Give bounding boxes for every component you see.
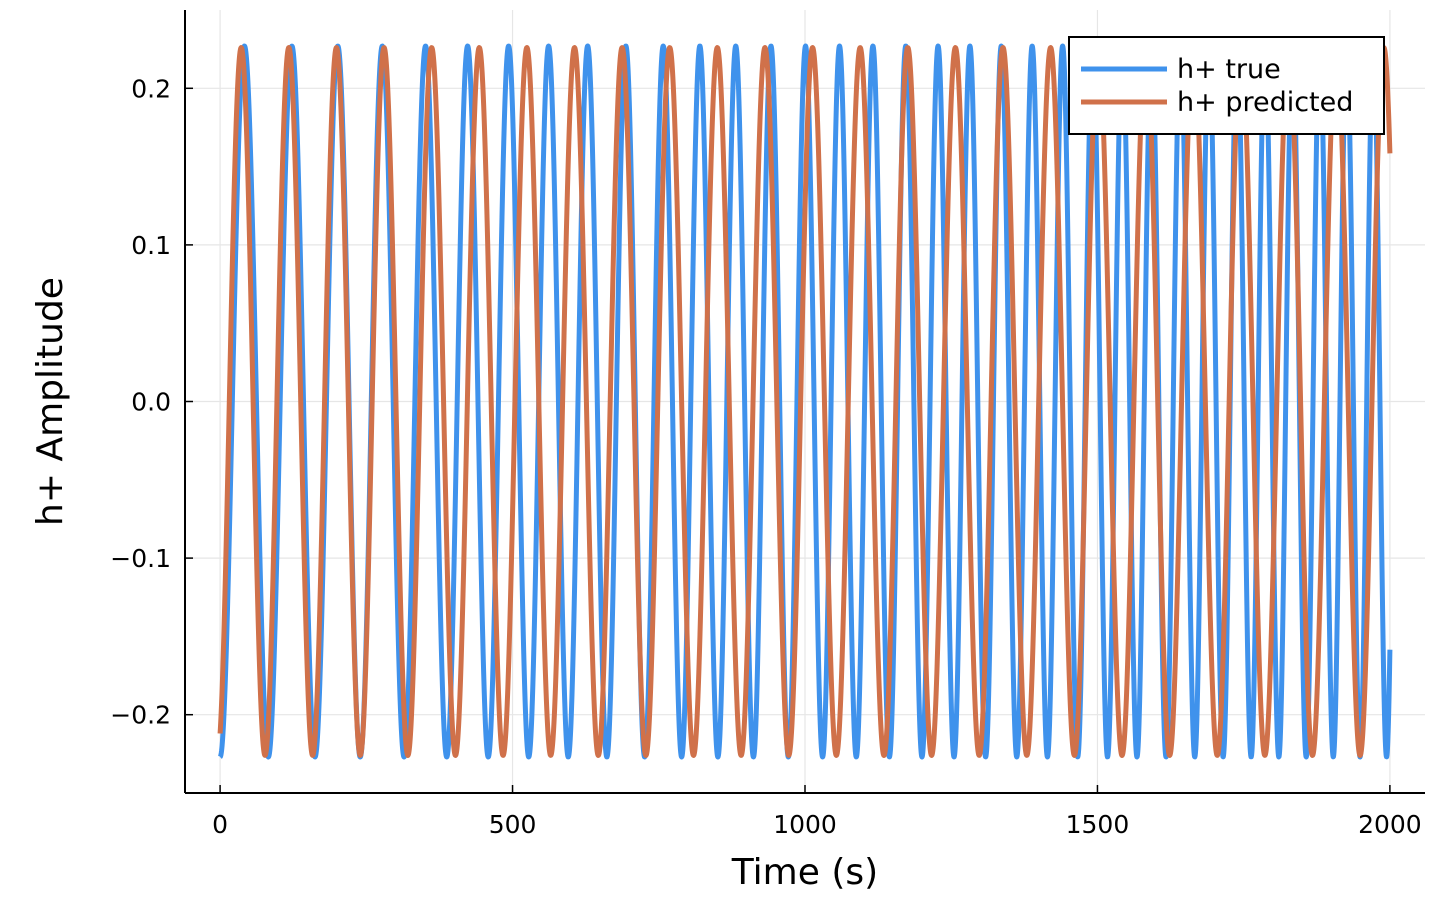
x-tick-label: 1500 <box>1066 810 1130 839</box>
y-tick-label: 0.1 <box>131 231 171 260</box>
y-axis-title: h+ Amplitude <box>30 277 71 526</box>
legend-label: h+ predicted <box>1177 87 1353 118</box>
y-tick-label: −0.2 <box>110 701 171 730</box>
x-axis-title: Time (s) <box>731 852 878 893</box>
y-tick-label: 0.2 <box>131 74 171 103</box>
legend-box <box>1068 36 1385 135</box>
y-tick-label: 0.0 <box>131 388 171 417</box>
axes <box>184 10 1425 794</box>
legend-label: h+ true <box>1177 54 1281 85</box>
tick-labels: 0 500 1000 1500 2000 −0.2 −0.1 0.0 0.1 0.2 <box>110 74 1421 839</box>
series-line-true <box>217 43 1393 760</box>
x-tick-label: 1000 <box>773 810 837 839</box>
y-tick-label: −0.1 <box>110 544 171 573</box>
x-tick-label: 0 <box>212 810 228 839</box>
x-tick-label: 500 <box>489 810 537 839</box>
x-tick-label: 2000 <box>1358 810 1422 839</box>
